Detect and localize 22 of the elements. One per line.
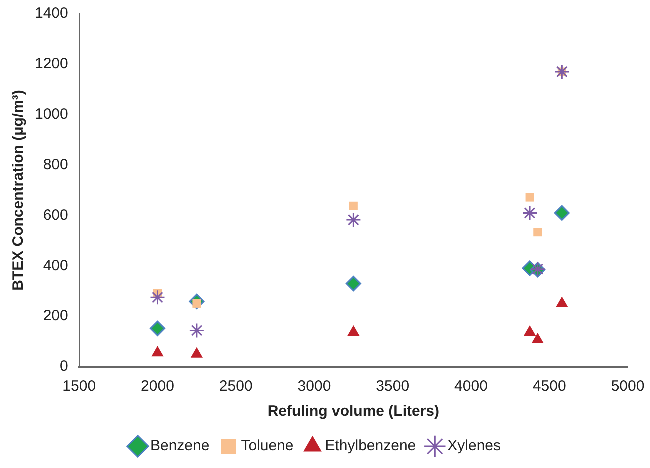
y-tick-label: 0 xyxy=(60,358,68,376)
legend-label: Toluene xyxy=(241,438,294,455)
legend-label: Ethylbenzene xyxy=(325,438,416,455)
y-tick-label: 800 xyxy=(43,156,68,174)
y-tick-label: 1200 xyxy=(34,56,68,73)
y-tick-label: 1400 xyxy=(34,5,68,22)
x-tick-label: 2500 xyxy=(219,378,253,396)
legend-label: Benzene xyxy=(150,438,210,455)
x-tick-label: 2000 xyxy=(141,378,174,396)
legend-label: Xylenes xyxy=(448,438,502,455)
x-tick-label: 4000 xyxy=(454,378,488,396)
y-tick-label: 1000 xyxy=(34,106,68,123)
x-tick-label: 5000 xyxy=(611,378,645,396)
x-tick-label: 4500 xyxy=(532,378,566,396)
x-tick-label: 1500 xyxy=(62,378,96,396)
y-tick-label: 400 xyxy=(43,257,68,274)
y-tick-label: 200 xyxy=(43,308,68,325)
x-tick-label: 3000 xyxy=(298,378,332,396)
x-tick-label: 3500 xyxy=(376,378,410,396)
x-axis-title: Refuling volume (Liters) xyxy=(268,403,440,420)
y-axis-title: BTEX Concentration (μg/m³) xyxy=(10,90,28,291)
y-tick-label: 600 xyxy=(43,206,68,224)
